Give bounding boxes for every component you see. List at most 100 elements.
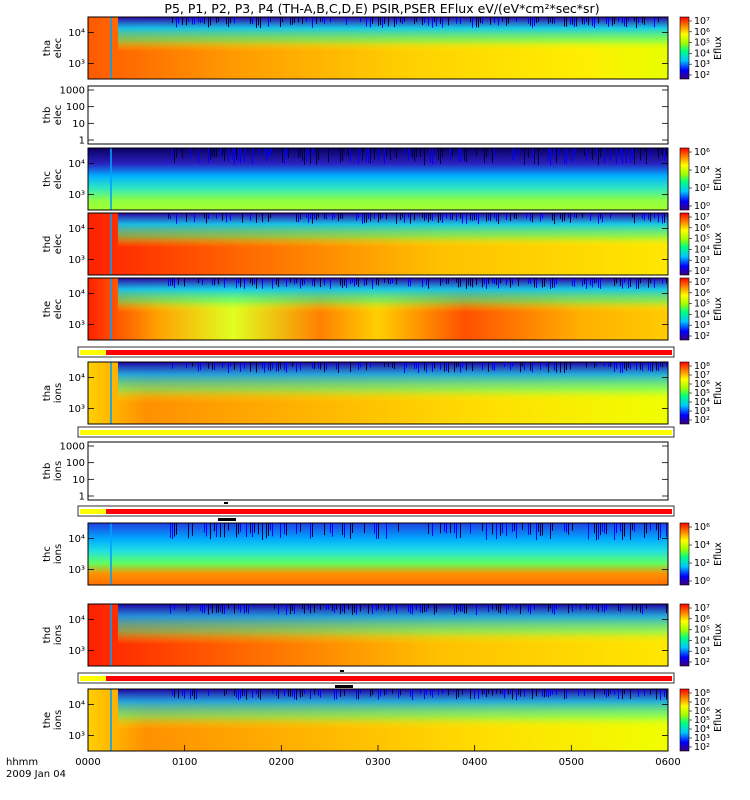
stripe — [344, 604, 345, 614]
stripe — [600, 278, 601, 289]
colorbar-the-elec — [679, 277, 690, 341]
stripe — [442, 278, 443, 283]
stripe — [396, 213, 397, 224]
stripe — [404, 362, 405, 373]
stripe — [402, 17, 403, 25]
stripe — [296, 213, 297, 222]
stripe — [576, 213, 577, 219]
stripe — [640, 278, 641, 284]
colorbar-tick-label: 10⁷ — [694, 277, 710, 288]
stripe — [650, 213, 651, 222]
stripe — [384, 362, 385, 368]
stripe — [246, 523, 247, 538]
stripe — [646, 604, 647, 609]
stripe — [570, 213, 571, 223]
stripe — [528, 148, 529, 158]
stripe — [262, 523, 263, 540]
stripe — [292, 362, 293, 367]
y-tick-label: 10⁴ — [68, 28, 85, 39]
stripe — [322, 17, 323, 22]
mode-transition-line — [110, 689, 112, 751]
stripe — [264, 148, 265, 156]
stripe — [610, 689, 611, 695]
stripe — [366, 17, 367, 27]
stripe — [644, 689, 645, 696]
stripe — [656, 689, 657, 700]
stripe — [484, 689, 485, 694]
stripe — [636, 604, 637, 611]
stripe — [460, 278, 461, 287]
stripe — [294, 17, 295, 24]
stripe — [568, 213, 569, 218]
stripe — [414, 213, 415, 221]
stripe — [520, 604, 521, 614]
stripe — [294, 689, 295, 700]
stripe — [576, 17, 577, 27]
stripe — [562, 213, 563, 222]
stripe — [430, 689, 431, 696]
panel-thb-elec: 1000 100 10 1 thbelec — [42, 85, 669, 147]
stripe — [614, 17, 615, 25]
stripe — [518, 689, 519, 696]
stripe — [568, 604, 569, 614]
stripe — [176, 213, 177, 224]
stripe — [642, 604, 643, 615]
colorbar-tick-label: 10² — [694, 415, 710, 426]
spectrogram-stripes — [172, 148, 667, 166]
spectrogram-stripes — [168, 278, 667, 290]
x-tick-label: 0200 — [269, 757, 294, 768]
stripe — [496, 213, 497, 222]
stripe — [494, 278, 495, 285]
stripe — [270, 213, 271, 219]
stripe — [492, 278, 493, 283]
stripe — [534, 278, 535, 288]
stripe — [192, 17, 193, 25]
x-axis: 0000 0100 0200 0300 0400 0500 0600 — [75, 745, 681, 768]
stripe — [628, 278, 629, 289]
stripe — [438, 213, 439, 223]
y-tick-label: 100 — [66, 458, 85, 469]
stripe — [374, 523, 375, 534]
stripe — [500, 604, 501, 614]
stripe — [486, 523, 487, 541]
stripe — [512, 689, 513, 700]
stripe — [256, 278, 257, 289]
stripe — [512, 148, 513, 161]
stripe — [342, 278, 343, 289]
stripe — [484, 278, 485, 285]
stripe — [344, 278, 345, 286]
stripe — [448, 278, 449, 284]
stripe — [500, 523, 501, 536]
stripe — [314, 278, 315, 287]
stripe — [572, 148, 573, 163]
stripe — [516, 523, 517, 539]
stripe — [524, 689, 525, 697]
stripe — [250, 17, 251, 24]
colorbar-tick-label: 10³ — [694, 406, 710, 417]
colorbar-tick-label: 10⁵ — [694, 38, 710, 49]
stripe — [652, 362, 653, 372]
stripe — [312, 148, 313, 157]
stripe — [212, 148, 213, 157]
stripe — [358, 213, 359, 218]
stripe — [254, 523, 255, 533]
stripe — [476, 17, 477, 28]
stripe — [496, 689, 497, 694]
stripe — [372, 17, 373, 24]
stripe — [548, 17, 549, 24]
stripe — [234, 148, 235, 165]
stripe — [532, 213, 533, 223]
stripe — [362, 213, 363, 224]
stripe — [416, 604, 417, 610]
stripe — [666, 604, 667, 613]
colorbar-tick-label: 10⁷ — [694, 603, 710, 614]
stripe — [550, 148, 551, 165]
stripe — [342, 148, 343, 161]
stripe — [286, 523, 287, 536]
stripe — [626, 17, 627, 28]
stripe — [552, 523, 553, 531]
stripe — [600, 213, 601, 219]
stripe — [272, 278, 273, 289]
stripe — [280, 17, 281, 28]
stripe — [326, 213, 327, 220]
